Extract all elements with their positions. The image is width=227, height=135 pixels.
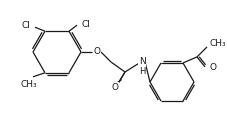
Text: CH₃: CH₃ bbox=[210, 39, 227, 48]
Text: H: H bbox=[139, 67, 145, 75]
Text: CH₃: CH₃ bbox=[21, 80, 37, 89]
Text: O: O bbox=[111, 82, 118, 92]
Text: O: O bbox=[94, 48, 101, 57]
Text: Cl: Cl bbox=[82, 20, 91, 29]
Text: O: O bbox=[210, 63, 217, 72]
Text: N: N bbox=[139, 58, 145, 67]
Text: Cl: Cl bbox=[21, 21, 30, 30]
